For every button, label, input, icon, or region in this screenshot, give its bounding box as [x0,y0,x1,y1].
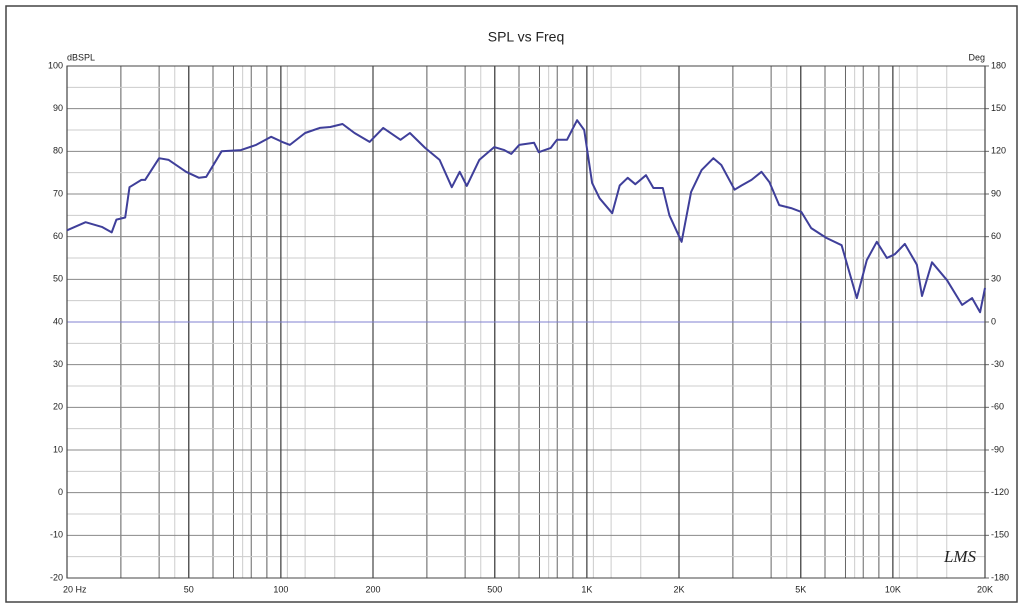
frame [5,5,1018,603]
y-tick-label: 100 [48,60,63,70]
y2-tick-label: 60 [991,231,1001,241]
x-tick-label: 20 Hz [63,584,87,594]
y2-axis-label: Deg [968,52,985,62]
y-tick-label: -20 [50,572,63,582]
y-tick-label: 60 [53,231,63,241]
y2-tick-label: 180 [991,60,1006,70]
y2-tick-label: 120 [991,146,1006,156]
y-tick-label: 40 [53,316,63,326]
x-tick-label: 10K [885,584,901,594]
x-tick-label: 500 [487,584,502,594]
y-tick-label: 90 [53,103,63,113]
x-tick-label: 20K [977,584,993,594]
y-tick-label: 70 [53,188,63,198]
x-tick-label: 100 [273,584,288,594]
y-tick-label: 30 [53,359,63,369]
plot-border [66,65,986,579]
y-tick-label: 20 [53,402,63,412]
x-tick-label: 1K [581,584,592,594]
y2-tick-label: -180 [991,572,1009,582]
y2-tick-label: 90 [991,188,1001,198]
chart-title: SPL vs Freq [488,29,565,45]
y-tick-label: 80 [53,146,63,156]
y2-tick-label: -120 [991,487,1009,497]
y-tick-label: 0 [58,487,63,497]
y2-tick-label: -60 [991,402,1004,412]
y2-tick-label: 30 [991,274,1001,284]
y-axis-label: dBSPL [67,52,95,62]
y2-tick-label: 150 [991,103,1006,113]
spl-line [66,119,986,314]
x-tick-label: 200 [365,584,380,594]
y-tick-label: 10 [53,444,63,454]
y-tick-label: -10 [50,530,63,540]
y2-tick-label: 0 [991,316,996,326]
x-tick-label: 50 [184,584,194,594]
y-tick-label: 50 [53,274,63,284]
y2-tick-label: -150 [991,530,1009,540]
x-tick-label: 2K [673,584,684,594]
y2-tick-label: -90 [991,444,1004,454]
x-tick-label: 5K [795,584,806,594]
logo: LMS [943,547,977,566]
y2-tick-label: -30 [991,359,1004,369]
